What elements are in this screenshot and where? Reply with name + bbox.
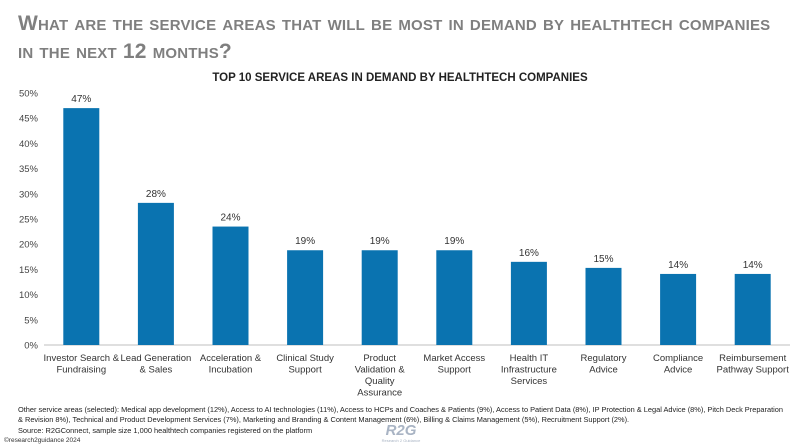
data-label: 24% <box>220 213 240 224</box>
r2g-logo: R2G Research 2 Guidance <box>376 422 426 448</box>
bar <box>660 273 697 345</box>
y-tick-label: 0% <box>24 341 38 352</box>
y-tick-label: 25% <box>19 215 39 226</box>
data-label: 19% <box>444 236 464 247</box>
bar <box>287 250 324 345</box>
bar <box>361 250 398 345</box>
y-tick-label: 45% <box>19 114 39 125</box>
chart-title: TOP 10 SERVICE AREAS IN DEMAND BY HEALTH… <box>212 72 588 84</box>
logo-mark: R2G <box>385 422 417 439</box>
data-label: 15% <box>593 254 613 265</box>
logo-tagline: Research 2 Guidance <box>381 438 421 443</box>
data-label: 19% <box>370 236 390 247</box>
category-label: Acceleration & Incubation <box>200 353 262 376</box>
bar <box>510 261 547 345</box>
y-tick-label: 10% <box>19 290 39 301</box>
data-label: 47% <box>71 94 91 105</box>
category-label: Health IT Infrastructure Services <box>501 353 557 387</box>
y-tick-label: 40% <box>19 139 39 150</box>
footnote: Other service areas (selected): Medical … <box>18 405 784 424</box>
y-axis-ticks: 0% 5% 10% 15% 20% 25% 30% 35% 40% 45% 50% <box>19 89 39 352</box>
y-tick-label: 15% <box>19 265 39 276</box>
copyright: ©research2guidance 2024 <box>4 437 81 444</box>
y-tick-label: 30% <box>19 189 39 200</box>
bars-group <box>63 108 771 346</box>
data-labels-group: 47% 28% 24% 19% 19% 19% 16% 15% 14% 14% <box>71 94 763 271</box>
category-label: Compliance Advice <box>653 353 703 376</box>
bar <box>585 267 622 345</box>
data-label: 14% <box>743 260 763 271</box>
data-label: 19% <box>295 236 315 247</box>
data-label: 28% <box>146 189 166 200</box>
source-note: Source: R2GConnect, sample size 1,000 he… <box>18 426 313 435</box>
bar <box>734 273 771 345</box>
bar <box>436 250 473 345</box>
category-label: Investor Search & Fundraising <box>44 353 120 376</box>
page-title: What are the service areas that will be … <box>18 12 771 63</box>
data-label: 16% <box>519 248 539 259</box>
category-label: Reimbursement Pathway Support <box>717 353 790 376</box>
bar <box>137 202 174 345</box>
category-label: Regulatory Advice <box>581 353 627 376</box>
y-tick-label: 5% <box>24 315 38 326</box>
category-label: Market Access Support <box>423 353 485 376</box>
bar <box>212 226 249 345</box>
category-label: Lead Generation & Sales <box>121 353 192 376</box>
category-label: Clinical Study Support <box>276 353 334 376</box>
bar-chart: 0% 5% 10% 15% 20% 25% 30% 35% 40% 45% 50% 47% 28% 24… <box>19 89 790 399</box>
bar <box>63 108 100 346</box>
y-tick-label: 35% <box>19 164 39 175</box>
y-tick-label: 20% <box>19 240 39 251</box>
category-label: Product Validation & Quality Assurance <box>355 353 406 399</box>
data-label: 14% <box>668 260 688 271</box>
y-tick-label: 50% <box>19 89 39 100</box>
